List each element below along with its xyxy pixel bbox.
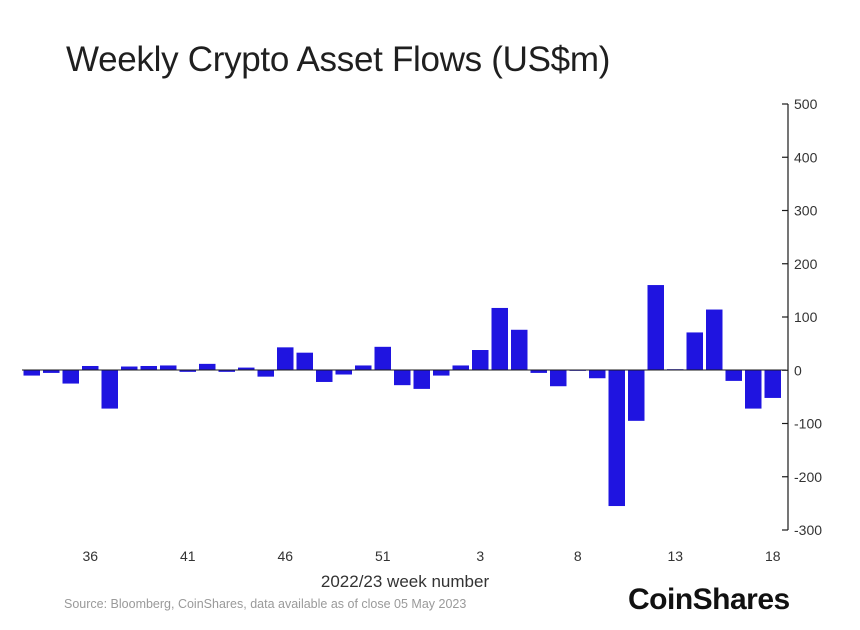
bar	[550, 370, 567, 387]
bar	[433, 370, 450, 376]
bar	[199, 363, 216, 371]
bar	[121, 366, 138, 371]
bar	[530, 370, 547, 373]
bar	[335, 370, 352, 375]
x-tick-label: 8	[574, 548, 582, 564]
chart-title: Weekly Crypto Asset Flows (US$m)	[66, 40, 611, 79]
bars-group	[23, 285, 781, 507]
y-tick-label: -200	[794, 469, 822, 485]
x-tick-label: 3	[476, 548, 484, 564]
bar	[257, 370, 274, 377]
bar	[706, 309, 723, 371]
bar	[179, 370, 196, 372]
y-tick-label: -100	[794, 416, 822, 432]
y-axis-ticks: 500 400 300 200 100 0 -100 -200 -300	[782, 96, 822, 538]
bar	[491, 307, 508, 371]
bar	[140, 365, 157, 371]
y-tick-label: 500	[794, 96, 818, 112]
x-axis-ticks: 36 41 46 51 3 8 13 18	[82, 548, 780, 564]
y-tick-label: -300	[794, 522, 822, 538]
x-tick-label: 51	[375, 548, 391, 564]
bar	[218, 370, 235, 372]
x-tick-label: 46	[277, 548, 293, 564]
bar	[394, 370, 411, 386]
bar	[569, 370, 586, 371]
bar	[374, 346, 391, 371]
x-axis-label: 2022/23 week number	[320, 572, 490, 591]
x-tick-label: 41	[180, 548, 196, 564]
bar	[82, 365, 99, 371]
bar	[608, 370, 625, 507]
bar	[23, 370, 40, 376]
y-tick-label: 300	[794, 203, 818, 219]
bar	[589, 370, 606, 379]
y-tick-label: 200	[794, 256, 818, 272]
bar	[355, 365, 372, 371]
bar	[472, 350, 489, 371]
bar	[686, 332, 703, 371]
coinshares-logo: CoinShares	[628, 583, 790, 616]
y-tick-label: 100	[794, 309, 818, 325]
bar	[43, 370, 60, 373]
bar	[452, 365, 469, 371]
source-note: Source: Bloomberg, CoinShares, data avai…	[64, 597, 467, 611]
bar	[647, 285, 664, 371]
bar	[725, 370, 742, 381]
y-tick-label: 0	[794, 362, 802, 378]
bar	[316, 370, 333, 382]
y-tick-label: 400	[794, 149, 818, 165]
x-tick-label: 13	[667, 548, 683, 564]
x-tick-label: 18	[765, 548, 781, 564]
bar	[764, 370, 781, 398]
bar	[101, 370, 118, 409]
bar	[628, 370, 645, 421]
bar	[62, 370, 79, 384]
bar	[238, 367, 255, 371]
bar	[296, 352, 313, 371]
bar	[413, 370, 430, 389]
bar	[160, 365, 177, 371]
bar	[511, 329, 528, 371]
bar	[277, 347, 294, 371]
x-tick-label: 36	[82, 548, 98, 564]
bar	[745, 370, 762, 409]
